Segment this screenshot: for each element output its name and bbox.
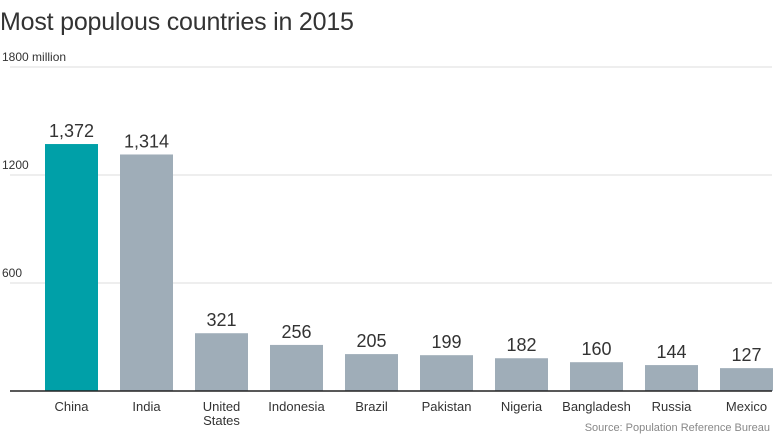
bar-india — [120, 154, 173, 391]
data-label: 182 — [506, 335, 536, 355]
x-tick-label: Bangladesh — [562, 399, 631, 414]
y-tick-label: 600 — [2, 266, 22, 280]
x-tick-label: Mexico — [726, 399, 767, 414]
x-tick-label: Nigeria — [501, 399, 543, 414]
data-label: 199 — [431, 332, 461, 352]
source-note: Source: Population Reference Bureau — [584, 422, 770, 434]
data-label: 127 — [731, 345, 761, 365]
bar-pakistan — [420, 355, 473, 391]
x-tick-label: Brazil — [355, 399, 388, 414]
bar-united-states — [195, 333, 248, 391]
y-tick-label: 1800 million — [2, 50, 66, 64]
x-tick-label: Pakistan — [422, 399, 472, 414]
data-label: 160 — [581, 339, 611, 359]
bar-mexico — [720, 368, 773, 391]
data-label: 205 — [356, 331, 386, 351]
chart-title: Most populous countries in 2015 — [0, 8, 354, 36]
y-tick-label: 1200 — [2, 158, 29, 172]
bar-indonesia — [270, 344, 323, 391]
data-label: 1,314 — [124, 131, 169, 151]
x-tick-label: China — [55, 399, 90, 414]
data-label: 144 — [656, 342, 686, 362]
data-label: 1,372 — [49, 121, 94, 141]
bar-russia — [645, 365, 698, 391]
data-label: 256 — [281, 322, 311, 342]
x-tick-label: Russia — [652, 399, 693, 414]
bar-brazil — [345, 354, 398, 391]
bar-china — [45, 144, 98, 391]
x-tick-label: Indonesia — [268, 399, 325, 414]
bar-nigeria — [495, 358, 548, 391]
bar-bangladesh — [570, 362, 623, 391]
labels: 600 1200 1800 million 1,372 China 1,314 India 3… — [2, 50, 767, 428]
bars — [45, 144, 773, 391]
x-tick-label: United States — [203, 399, 241, 428]
data-label: 321 — [206, 310, 236, 330]
x-tick-label: India — [132, 399, 161, 414]
